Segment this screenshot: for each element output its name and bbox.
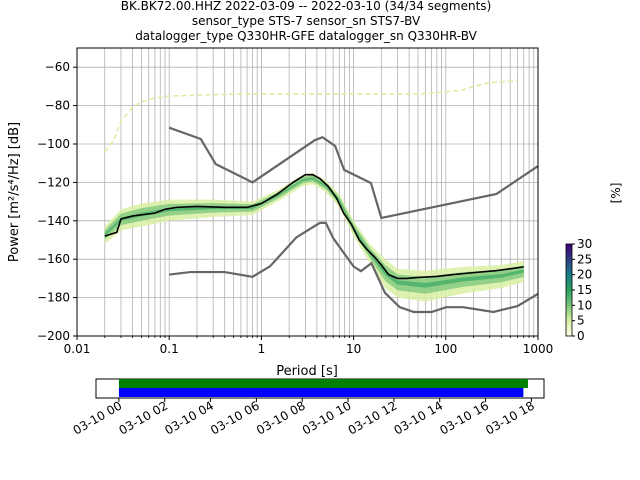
timeline-tick-label: 03-10 06 xyxy=(208,398,262,437)
timeline-bars xyxy=(118,379,528,397)
x-ticks: 0.01 0.1 1 10 100 1000 xyxy=(64,336,554,356)
y-tick-label: −120 xyxy=(37,175,70,189)
x-tick-label: 1 xyxy=(258,342,266,356)
timeline-tick-label: 03-10 04 xyxy=(162,398,216,437)
low-noise-model-line xyxy=(169,221,539,314)
title-line-1: BK.BK72.00.HHZ 2022-03-09 -- 2022-03-10 … xyxy=(121,0,492,13)
y-tick-label: −60 xyxy=(45,60,70,74)
timeline-tick-label: 03-10 18 xyxy=(483,398,537,437)
title-line-3: datalogger_type Q330HR-GFE datalogger_sn… xyxy=(135,29,477,43)
spread-band-core xyxy=(104,177,524,288)
x-tick-label: 0.1 xyxy=(160,342,179,356)
mode-layer xyxy=(104,173,524,280)
timeline-tick-label: 03-10 10 xyxy=(300,398,354,437)
x-tick-label: 0.01 xyxy=(64,342,91,356)
colorbar-tick-label: 15 xyxy=(577,283,592,297)
y-axis-label: Power [m²/s⁴/Hz] [dB] xyxy=(7,122,22,262)
timeline-tick-label: 03-10 08 xyxy=(254,398,308,437)
timeline-tick-label: 03-10 12 xyxy=(346,398,400,437)
ppsd-plot: 0.01 0.1 1 10 100 1000 −60 −80 −100 −120 −140 −160… xyxy=(7,47,554,379)
y-tick-label: −180 xyxy=(37,291,70,305)
y-tick-label: −160 xyxy=(37,252,70,266)
timeline-tick-label: 03-10 14 xyxy=(392,398,446,437)
outlier-layer xyxy=(104,79,518,153)
colorbar-label: [%] xyxy=(609,183,623,204)
timeline-tick-label: 03-10 00 xyxy=(71,398,125,437)
y-ticks: −60 −80 −100 −120 −140 −160 −180 −200 xyxy=(37,60,77,343)
timeline-bar-blue xyxy=(118,388,524,397)
title-line-2: sensor_type STS-7 sensor_sn STS7-BV xyxy=(192,14,421,28)
y-tick-label: −140 xyxy=(37,214,70,228)
colorbar-tick-label: 5 xyxy=(577,314,585,328)
x-axis-label: Period [s] xyxy=(276,364,338,379)
plot-background xyxy=(77,48,538,336)
spread-band-middle xyxy=(104,175,524,294)
high-noise-model-line xyxy=(168,126,539,220)
timeline-bar-green xyxy=(118,379,528,388)
colorbar-tick-label: 30 xyxy=(577,237,592,251)
y-tick-label: −200 xyxy=(37,329,70,343)
colorbar-gradient xyxy=(565,243,573,337)
mode-line xyxy=(104,173,524,280)
colorbar-tick-label: 25 xyxy=(577,252,592,266)
x-tick-label: 10 xyxy=(346,342,361,356)
y-tick-label: −100 xyxy=(37,137,70,151)
y-tick-label: −80 xyxy=(45,99,70,113)
timeline-tick-label: 03-10 02 xyxy=(117,398,171,437)
colorbar-tick-label: 20 xyxy=(577,268,592,282)
x-tick-label: 1000 xyxy=(523,342,554,356)
colorbar-tick-label: 10 xyxy=(577,298,592,312)
spread-layer xyxy=(104,172,524,302)
colorbar-tick-label: 0 xyxy=(577,329,585,343)
noise-model-layer xyxy=(168,126,539,314)
outlier-trace xyxy=(104,79,518,153)
plot-frame xyxy=(76,47,539,337)
timeline-tick-label: 03-10 16 xyxy=(437,398,491,437)
x-tick-label: 100 xyxy=(434,342,457,356)
